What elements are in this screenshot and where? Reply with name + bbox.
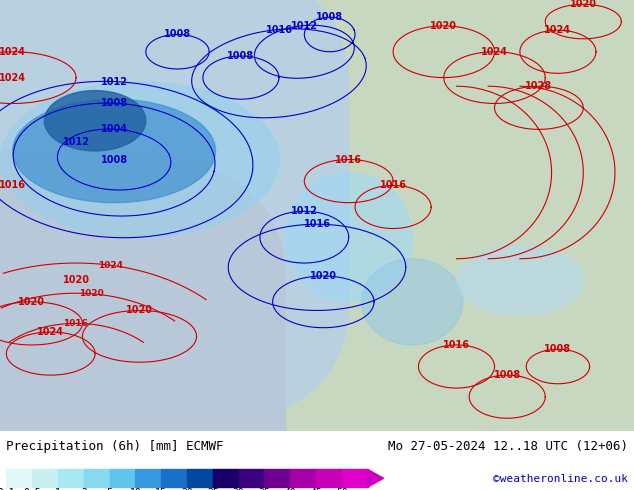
Bar	[342, 469, 368, 487]
Text: 1024: 1024	[0, 47, 26, 57]
Text: 1008: 1008	[101, 154, 127, 165]
Bar	[161, 469, 187, 487]
Polygon shape	[456, 246, 583, 315]
Text: 1012: 1012	[291, 206, 318, 216]
Bar	[290, 469, 316, 487]
Text: 1016: 1016	[0, 180, 26, 191]
Text: 1004: 1004	[101, 124, 127, 134]
Bar	[238, 469, 264, 487]
Bar	[136, 469, 161, 487]
Text: 1008: 1008	[316, 12, 343, 22]
Text: 1008: 1008	[164, 29, 191, 40]
Text: 1024: 1024	[0, 73, 26, 83]
Bar	[32, 469, 58, 487]
Text: 1016: 1016	[443, 340, 470, 350]
FancyBboxPatch shape	[0, 0, 349, 431]
Polygon shape	[13, 99, 216, 203]
Text: 1008: 1008	[494, 370, 521, 380]
Text: 50: 50	[336, 488, 348, 490]
Text: Precipitation (6h) [mm] ECMWF: Precipitation (6h) [mm] ECMWF	[6, 440, 224, 453]
Polygon shape	[361, 259, 463, 345]
Text: 1016: 1016	[266, 25, 292, 35]
Text: 10: 10	[129, 488, 141, 490]
Text: 1008: 1008	[101, 98, 127, 108]
Polygon shape	[0, 82, 279, 237]
Text: 40: 40	[285, 488, 296, 490]
Text: 1012: 1012	[101, 77, 127, 87]
Polygon shape	[44, 91, 146, 151]
Text: 1020: 1020	[18, 297, 45, 307]
Text: ©weatheronline.co.uk: ©weatheronline.co.uk	[493, 474, 628, 484]
Text: 1020: 1020	[126, 305, 153, 316]
Text: 45: 45	[310, 488, 322, 490]
Text: 1016: 1016	[304, 219, 330, 229]
Text: 1008: 1008	[545, 344, 571, 354]
Text: 1016: 1016	[63, 319, 87, 328]
Text: 0.5: 0.5	[23, 488, 41, 490]
Text: 1020: 1020	[430, 21, 457, 31]
Text: 35: 35	[259, 488, 270, 490]
Text: 1020: 1020	[570, 0, 597, 9]
Text: 1016: 1016	[380, 180, 406, 191]
FancyBboxPatch shape	[0, 151, 285, 490]
Text: 25: 25	[207, 488, 219, 490]
Text: 30: 30	[233, 488, 245, 490]
Text: 5: 5	[107, 488, 112, 490]
Text: 1024: 1024	[37, 327, 64, 337]
Text: 1020: 1020	[310, 271, 337, 281]
Text: 15: 15	[155, 488, 167, 490]
Bar	[316, 469, 342, 487]
Text: 1012: 1012	[291, 21, 318, 31]
Text: 1024: 1024	[545, 25, 571, 35]
Bar	[84, 469, 110, 487]
Text: 1020: 1020	[63, 275, 89, 285]
Text: 2: 2	[81, 488, 87, 490]
Bar	[264, 469, 290, 487]
Bar	[58, 469, 84, 487]
Bar	[187, 469, 213, 487]
Bar	[110, 469, 136, 487]
Text: 1024: 1024	[481, 47, 508, 57]
Text: Mo 27-05-2024 12..18 UTC (12+06): Mo 27-05-2024 12..18 UTC (12+06)	[387, 440, 628, 453]
Text: 1: 1	[55, 488, 61, 490]
Bar	[213, 469, 238, 487]
Bar	[6, 469, 32, 487]
Text: 20: 20	[181, 488, 193, 490]
Text: 1012: 1012	[63, 137, 89, 147]
Text: 1008: 1008	[228, 51, 254, 61]
Text: 1016: 1016	[335, 154, 362, 165]
Polygon shape	[368, 469, 384, 487]
Text: 0.1: 0.1	[0, 488, 15, 490]
Polygon shape	[285, 172, 412, 302]
Text: 1024: 1024	[98, 261, 123, 270]
Text: 1020: 1020	[79, 289, 104, 298]
Text: 1028: 1028	[526, 81, 552, 91]
